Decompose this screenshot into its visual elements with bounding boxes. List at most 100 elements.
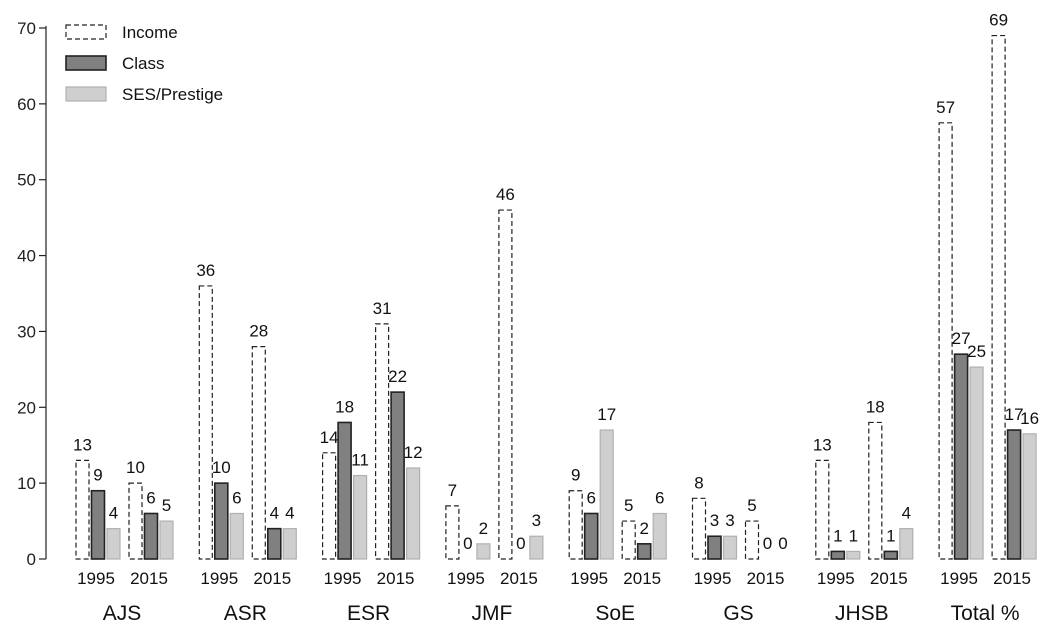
group-label: ASR: [224, 602, 267, 625]
bars: [75, 34, 1037, 560]
value-label: 3: [710, 511, 719, 530]
class-bar: [266, 527, 282, 560]
class-bar: [953, 353, 969, 560]
y-tick-label: 60: [17, 95, 36, 114]
ses-prestige-bar: [106, 528, 121, 560]
legend-swatch: [65, 86, 107, 102]
income-bar: [75, 459, 90, 560]
value-label: 4: [109, 504, 118, 523]
year-label: 1995: [940, 569, 978, 588]
year-label: 1995: [77, 569, 115, 588]
value-label: 0: [516, 534, 525, 553]
income-bar: [198, 285, 213, 560]
income-bar: [691, 497, 707, 560]
value-label: 10: [126, 458, 145, 477]
value-label: 69: [989, 11, 1008, 30]
value-label: 1: [886, 526, 895, 545]
group-label: GS: [723, 602, 753, 625]
income-bar: [868, 421, 883, 560]
value-label: 25: [967, 342, 986, 361]
class-bar: [143, 512, 159, 560]
income-bar: [498, 209, 513, 560]
ses-prestige-bar: [599, 429, 614, 560]
class-bar: [883, 550, 899, 560]
ses-prestige-bar: [353, 474, 368, 560]
class-bar: [583, 512, 599, 560]
value-label: 14: [320, 428, 339, 447]
value-label: 1: [849, 526, 858, 545]
income-bar: [445, 505, 460, 560]
value-label: 5: [747, 496, 756, 515]
year-label: 1995: [447, 569, 485, 588]
year-label: 2015: [500, 569, 538, 588]
ses-prestige-bar: [159, 520, 174, 560]
year-label: 2015: [747, 569, 785, 588]
value-label: 5: [624, 496, 633, 515]
y-tick-label: 30: [17, 322, 36, 341]
year-label: 1995: [817, 569, 855, 588]
y-tick-label: 70: [17, 19, 36, 38]
income-bar: [568, 490, 583, 560]
income-bar: [251, 346, 266, 560]
year-label: 2015: [377, 569, 415, 588]
year-label: 1995: [324, 569, 362, 588]
year-label: 2015: [253, 569, 291, 588]
group-label: AJS: [103, 602, 142, 625]
value-label: 16: [1020, 409, 1039, 428]
value-label: 5: [162, 496, 171, 515]
group-label: Total %: [951, 602, 1020, 625]
value-label: 4: [285, 504, 294, 523]
ses-prestige-bar: [652, 512, 667, 560]
value-label: 46: [496, 185, 515, 204]
value-label: 0: [778, 534, 787, 553]
year-label: 1995: [570, 569, 608, 588]
x-axis-labels: 1995 2015 AJS 1995 2015 ASR 1995 2015 ESR 1995 201…: [77, 569, 1031, 625]
class-bar: [830, 550, 846, 560]
value-label: 17: [1005, 405, 1024, 424]
legend-swatch: [65, 24, 107, 40]
value-label: 6: [232, 488, 241, 507]
income-bar: [375, 323, 390, 560]
income-bar: [938, 122, 953, 560]
year-label: 2015: [993, 569, 1031, 588]
value-label: 6: [586, 488, 595, 507]
value-label: 6: [146, 488, 155, 507]
value-label: 31: [373, 299, 392, 318]
value-label: 3: [532, 511, 541, 530]
value-label: 36: [196, 261, 215, 280]
value-label: 13: [813, 435, 832, 454]
year-label: 2015: [130, 569, 168, 588]
ses-prestige-bar: [1022, 433, 1037, 560]
y-tick-label: 0: [27, 550, 36, 569]
ses-prestige-bar: [529, 535, 544, 560]
value-label: 11: [351, 451, 369, 470]
value-label: 13: [73, 435, 92, 454]
class-bar: [90, 489, 106, 560]
group-label: ESR: [347, 602, 390, 625]
class-bar: [1006, 429, 1022, 560]
value-label: 18: [335, 397, 354, 416]
ses-prestige-bar: [476, 543, 491, 560]
ses-prestige-bar: [969, 366, 984, 560]
value-label: 7: [448, 481, 457, 500]
value-label: 6: [655, 488, 664, 507]
ses-prestige-bar: [846, 550, 861, 560]
ses-prestige-bar: [722, 535, 738, 560]
value-label: 8: [694, 473, 703, 492]
legend-label: Class: [122, 54, 165, 73]
income-bar: [621, 520, 636, 560]
year-label: 2015: [623, 569, 661, 588]
value-label: 4: [902, 504, 911, 523]
class-bar: [707, 535, 722, 560]
class-bar: [636, 543, 652, 560]
value-label: 9: [93, 466, 102, 485]
value-label: 0: [463, 534, 472, 553]
year-label: 1995: [694, 569, 732, 588]
income-bar: [991, 34, 1006, 560]
y-tick-label: 20: [17, 398, 36, 417]
income-bar: [744, 520, 760, 560]
income-bar: [322, 452, 337, 560]
value-label: 0: [763, 534, 772, 553]
